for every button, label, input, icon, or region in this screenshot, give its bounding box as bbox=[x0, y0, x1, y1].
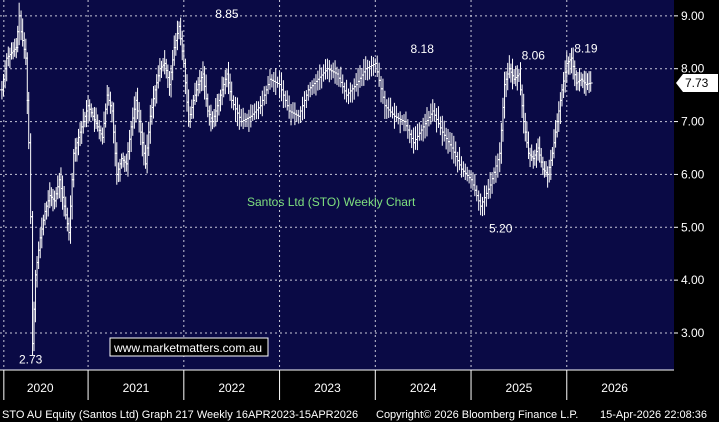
footer-right: 15-Apr-2026 22:08:36 bbox=[600, 409, 707, 421]
plot-area bbox=[0, 0, 674, 370]
x-tick-label-2: 2022 bbox=[218, 381, 245, 395]
annotation-2: 8.06 bbox=[522, 49, 546, 63]
footer-left: STO AU Equity (Santos Ltd) Graph 217 Wee… bbox=[2, 409, 358, 421]
x-tick-label-3: 2023 bbox=[314, 381, 341, 395]
x-tick-label-5: 2025 bbox=[506, 381, 533, 395]
footer-center: Copyright© 2026 Bloomberg Finance L.P. bbox=[376, 409, 578, 421]
y-tick-label-3: 6.00 bbox=[681, 167, 705, 181]
y-tick-label-4: 5.00 bbox=[681, 220, 705, 234]
watermark-box bbox=[109, 337, 269, 357]
last-price-label: 7.73 bbox=[685, 76, 709, 90]
y-tick-label-1: 8.00 bbox=[681, 62, 705, 76]
x-tick-label-0: 2020 bbox=[27, 381, 54, 395]
annotation-0: 8.85 bbox=[215, 7, 239, 21]
x-tick-label-1: 2021 bbox=[123, 381, 150, 395]
chart-title: Santos Ltd (STO) Weekly Chart bbox=[247, 195, 416, 209]
y-tick-label-2: 7.00 bbox=[681, 115, 705, 129]
y-tick-label-6: 3.00 bbox=[681, 326, 705, 340]
x-tick-label-6: 2026 bbox=[601, 381, 628, 395]
footer-bg bbox=[0, 404, 719, 422]
annotation-4: 5.20 bbox=[489, 222, 513, 236]
x-axis: 2020 2021 2022 2023 2024 2025 2026 bbox=[0, 369, 719, 422]
y-tick-label-5: 4.00 bbox=[681, 273, 705, 287]
x-tick-label-4: 2024 bbox=[410, 381, 437, 395]
last-price-marker: 7.73 bbox=[676, 73, 718, 92]
annotation-3: 8.19 bbox=[574, 42, 598, 56]
last-price-tag bbox=[676, 73, 718, 92]
watermark-text[interactable]: www.marketmatters.com.au bbox=[113, 341, 262, 355]
annotation-1: 8.18 bbox=[411, 42, 435, 56]
annotations: 8.85 8.18 8.06 8.19 5.20 2.73 bbox=[19, 7, 598, 366]
x-axis-bg bbox=[0, 370, 719, 404]
annotation-5: 2.73 bbox=[19, 352, 43, 366]
y-axis-bg bbox=[674, 0, 719, 370]
y-axis: 9.00 8.00 7.00 6.00 5.00 4.00 3.00 bbox=[674, 0, 719, 370]
y-tick-label-0: 9.00 bbox=[681, 9, 705, 23]
price-bars bbox=[0, 2, 593, 356]
